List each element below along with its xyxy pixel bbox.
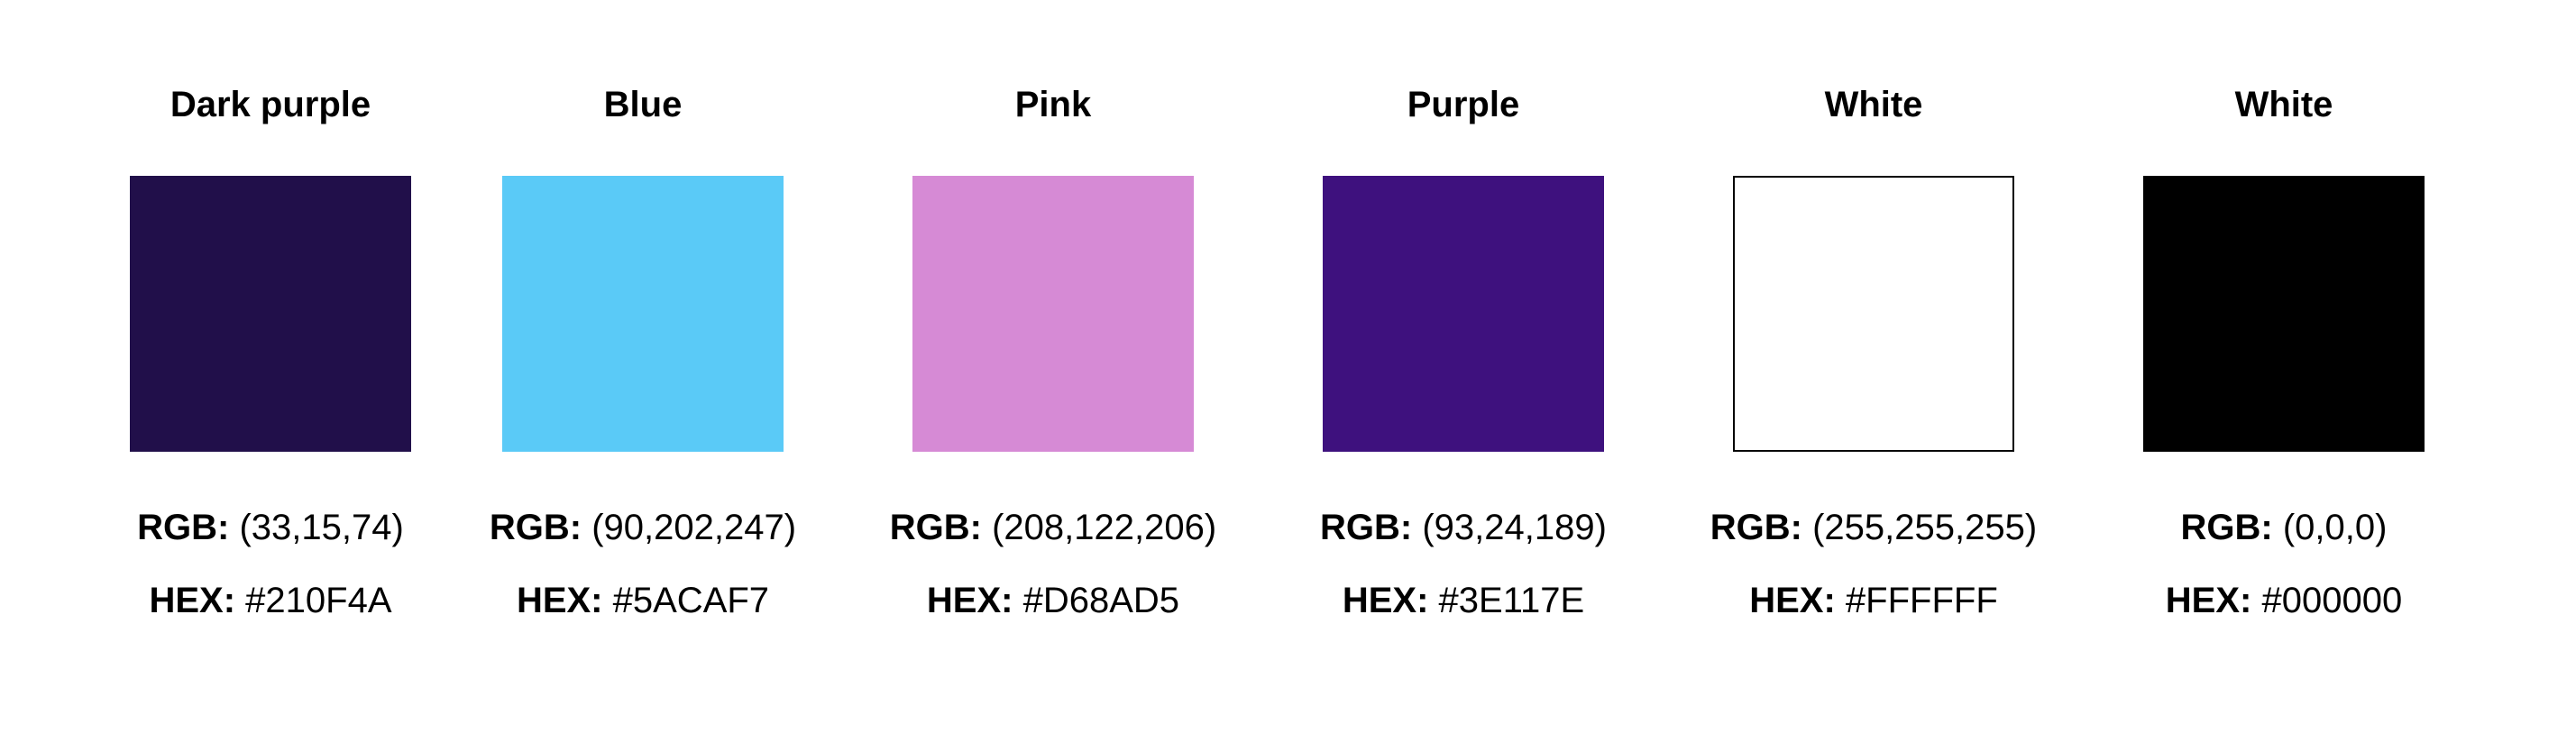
color-swatch xyxy=(130,176,411,452)
swatch-name: White xyxy=(1824,85,1923,124)
hex-value: #D68AD5 xyxy=(1013,581,1180,620)
hex-label: HEX: xyxy=(2165,581,2252,620)
swatch-white: White RGB: (255,255,255) HEX: #FFFFFF xyxy=(1666,0,2081,743)
swatch-pink: Pink RGB: (208,122,206) HEX: #D68AD5 xyxy=(846,0,1260,743)
rgb-value: (93,24,189) xyxy=(1412,508,1607,547)
swatch-name: Dark purple xyxy=(170,85,371,124)
color-swatch xyxy=(912,176,1194,452)
rgb-line: RGB: (208,122,206) xyxy=(846,502,1260,553)
color-swatch xyxy=(502,176,784,452)
hex-label: HEX: xyxy=(1749,581,1836,620)
swatch-name: White xyxy=(2234,85,2333,124)
swatch-dark-purple: Dark purple RGB: (33,15,74) HEX: #210F4A xyxy=(63,0,478,743)
swatch-purple: Purple RGB: (93,24,189) HEX: #3E117E xyxy=(1256,0,1671,743)
rgb-label: RGB: xyxy=(2180,508,2273,547)
hex-label: HEX: xyxy=(1342,581,1429,620)
rgb-label: RGB: xyxy=(1320,508,1413,547)
rgb-line: RGB: (90,202,247) xyxy=(435,502,850,553)
hex-value: #000000 xyxy=(2251,581,2403,620)
hex-label: HEX: xyxy=(516,581,603,620)
rgb-line: RGB: (255,255,255) xyxy=(1666,502,2081,553)
hex-value: #FFFFFF xyxy=(1835,581,1998,620)
color-swatch xyxy=(1323,176,1604,452)
hex-line: HEX: #FFFFFF xyxy=(1666,575,2081,626)
swatch-name: Pink xyxy=(1014,85,1092,124)
swatch-name: Purple xyxy=(1407,85,1520,124)
color-swatch xyxy=(2143,176,2425,452)
swatch-name: Blue xyxy=(603,85,683,124)
rgb-line: RGB: (33,15,74) xyxy=(63,502,478,553)
hex-line: HEX: #210F4A xyxy=(63,575,478,626)
rgb-value: (208,122,206) xyxy=(982,508,1217,547)
rgb-value: (33,15,74) xyxy=(229,508,404,547)
rgb-label: RGB: xyxy=(1710,508,1802,547)
hex-value: #210F4A xyxy=(235,581,392,620)
hex-line: HEX: #000000 xyxy=(2076,575,2491,626)
rgb-value: (255,255,255) xyxy=(1802,508,2038,547)
hex-label: HEX: xyxy=(149,581,236,620)
rgb-line: RGB: (93,24,189) xyxy=(1256,502,1671,553)
color-swatch xyxy=(1733,176,2014,452)
swatch-blue: Blue RGB: (90,202,247) HEX: #5ACAF7 xyxy=(435,0,850,743)
rgb-value: (0,0,0) xyxy=(2272,508,2388,547)
hex-label: HEX: xyxy=(926,581,1013,620)
hex-line: HEX: #3E117E xyxy=(1256,575,1671,626)
hex-value: #5ACAF7 xyxy=(602,581,770,620)
hex-line: HEX: #5ACAF7 xyxy=(435,575,850,626)
swatch-black: White RGB: (0,0,0) HEX: #000000 xyxy=(2076,0,2491,743)
rgb-value: (90,202,247) xyxy=(582,508,797,547)
hex-line: HEX: #D68AD5 xyxy=(846,575,1260,626)
rgb-label: RGB: xyxy=(889,508,982,547)
rgb-line: RGB: (0,0,0) xyxy=(2076,502,2491,553)
hex-value: #3E117E xyxy=(1428,581,1585,620)
rgb-label: RGB: xyxy=(489,508,582,547)
rgb-label: RGB: xyxy=(137,508,230,547)
